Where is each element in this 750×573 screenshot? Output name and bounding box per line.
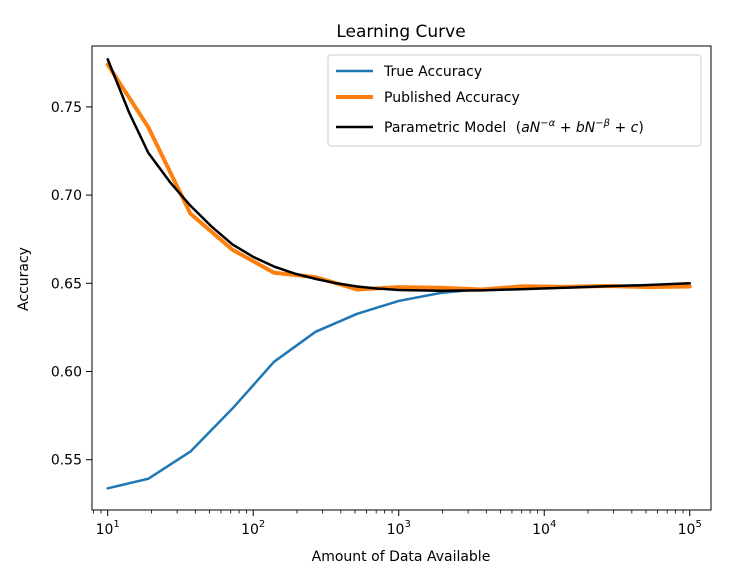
legend-label-parametric-model-name: Parametric Model — [384, 120, 506, 136]
x-axis-ticks: 101 102 103 104 105 — [93, 510, 702, 538]
legend-label-parametric-model: Parametric Model (aN−α + bN−β + c) — [384, 118, 644, 136]
legend: True Accuracy Published Accuracy Paramet… — [327, 54, 702, 147]
x-axis-label: Amount of Data Available — [312, 549, 491, 565]
y-tick-label: 0.75 — [51, 100, 82, 116]
series-line-parametric-model — [106, 57, 691, 292]
y-tick-label: 0.65 — [51, 276, 82, 292]
series-layer — [105, 57, 692, 490]
x-tick-label: 104 — [532, 519, 556, 538]
legend-box — [327, 54, 702, 147]
legend-label-true-accuracy: True Accuracy — [383, 64, 482, 80]
y-tick-label: 0.60 — [51, 365, 82, 381]
y-axis-ticks: 0.55 0.60 0.65 0.70 0.75 — [51, 100, 92, 469]
legend-label-published-accuracy: Published Accuracy — [384, 90, 520, 106]
y-axis-label: Accuracy — [16, 247, 32, 311]
x-tick-label: 105 — [678, 519, 702, 538]
chart-title: Learning Curve — [336, 22, 465, 42]
x-tick-label: 103 — [387, 519, 411, 538]
x-tick-label: 102 — [241, 519, 265, 538]
legend-label-parametric-model-formula: (aN−α + bN−β + c) — [516, 118, 644, 136]
y-tick-label: 0.55 — [51, 453, 82, 469]
x-tick-label: 101 — [96, 519, 120, 538]
y-tick-label: 0.70 — [51, 188, 82, 204]
